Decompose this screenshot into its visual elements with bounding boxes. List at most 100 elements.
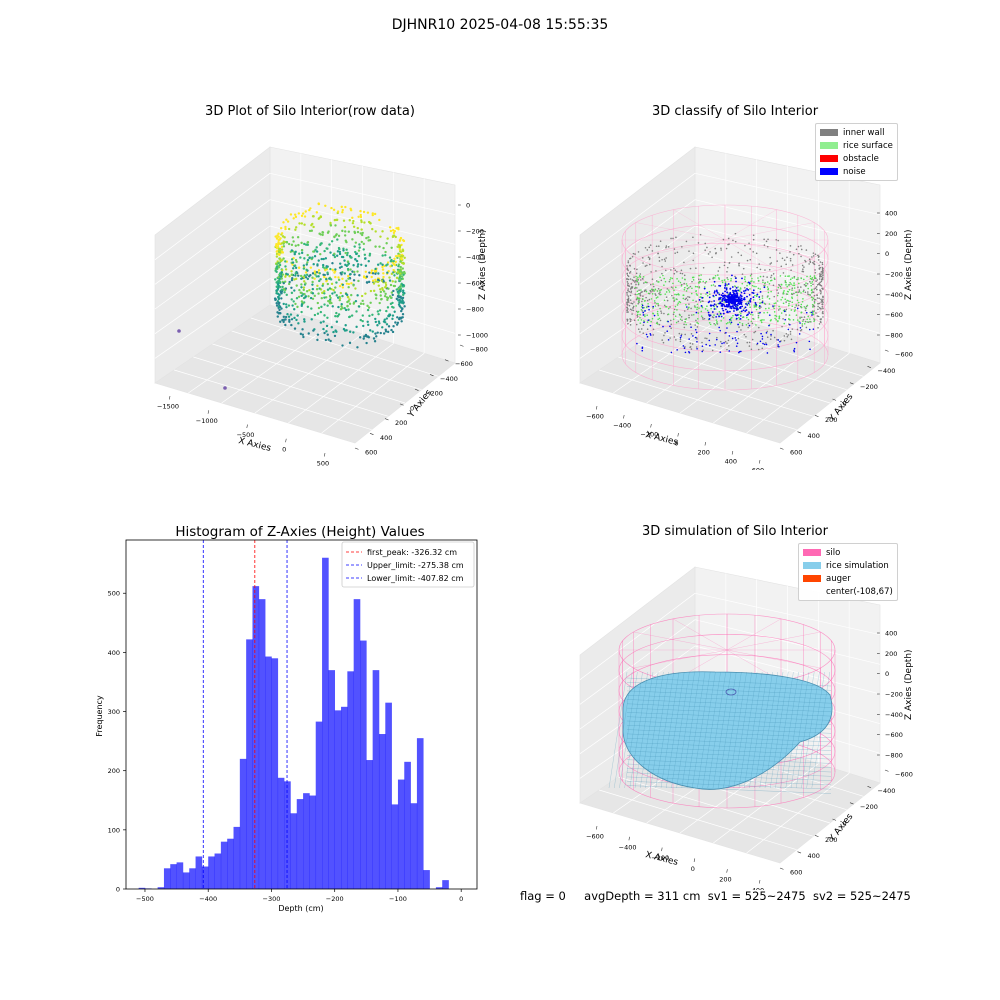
- rice-point: [713, 314, 715, 316]
- rice-point: [739, 311, 741, 313]
- wall-point: [626, 306, 628, 309]
- raw-point: [396, 256, 399, 260]
- raw-point: [304, 210, 307, 213]
- rice-point: [718, 278, 721, 280]
- wall-point: [627, 289, 629, 292]
- raw-point: [306, 253, 309, 257]
- noise-point: [644, 310, 646, 312]
- raw-point: [275, 246, 279, 250]
- x-tick-label: −500: [237, 431, 255, 439]
- wall-point: [792, 253, 795, 256]
- wall-point: [688, 296, 691, 299]
- raw-point: [323, 273, 326, 277]
- wall-point: [821, 269, 824, 271]
- noise-point: [718, 297, 721, 299]
- rice-point: [809, 320, 811, 323]
- raw-point: [319, 243, 322, 247]
- surface-mesh-line: [676, 671, 695, 789]
- wall-point: [740, 254, 743, 257]
- raw-point: [276, 288, 279, 291]
- raw-point: [401, 296, 405, 300]
- noise-point: [642, 307, 644, 309]
- noise-point: [715, 294, 717, 297]
- noise-point: [676, 349, 678, 351]
- raw-point: [293, 289, 296, 292]
- y-tick-mark: [867, 786, 872, 789]
- raw-point: [374, 278, 377, 281]
- raw-point: [345, 329, 348, 332]
- noise-point: [760, 332, 762, 335]
- noise-point: [722, 295, 724, 298]
- surface-mesh-line: [785, 671, 804, 789]
- rice-point: [793, 282, 795, 284]
- wall-point: [752, 234, 755, 237]
- legend-item-rice-surface: rice surface: [820, 139, 893, 152]
- raw-point: [391, 314, 395, 317]
- raw-point: [373, 212, 377, 216]
- surface-mesh-line: [681, 671, 700, 789]
- noise-point: [713, 303, 716, 306]
- x-tick-mark: [596, 825, 598, 830]
- surface-mesh-line: [790, 671, 810, 789]
- rice-point: [797, 301, 800, 304]
- raw-point: [291, 261, 295, 264]
- rice-point: [796, 299, 799, 302]
- rice-point: [807, 315, 810, 318]
- raw-point: [325, 247, 328, 250]
- rice-point: [798, 282, 800, 285]
- noise-point: [715, 289, 718, 292]
- rice-point: [685, 303, 687, 306]
- raw-point: [384, 283, 388, 287]
- raw-point: [294, 226, 298, 229]
- raw-point: [321, 284, 324, 287]
- rice-point: [712, 276, 715, 279]
- raw-point: [338, 298, 341, 302]
- rice-point: [739, 290, 741, 292]
- histogram-bar: [372, 670, 380, 889]
- noise-point: [748, 293, 751, 296]
- rice-point: [791, 292, 793, 295]
- noise-point: [747, 281, 750, 284]
- raw-point: [278, 261, 281, 264]
- raw-z-ticks: 0−200−400−600−800−1000: [458, 202, 488, 340]
- wall-point: [627, 282, 629, 285]
- wall-point: [632, 279, 635, 282]
- noise-point: [718, 315, 720, 318]
- raw-point: [379, 262, 382, 265]
- raw-point: [366, 320, 369, 323]
- histogram-x-label: Depth (cm): [278, 904, 323, 913]
- wall-point: [769, 263, 771, 265]
- raw-point: [334, 224, 337, 227]
- raw-point: [293, 308, 296, 311]
- silo-top-spoke: [672, 618, 728, 651]
- rice-point: [660, 288, 663, 291]
- rice-point: [676, 304, 679, 306]
- wall-point: [681, 319, 683, 322]
- y-tick-mark: [884, 349, 889, 352]
- rice-point: [801, 323, 804, 325]
- wall-point: [626, 292, 628, 294]
- y-tick-mark: [849, 802, 854, 805]
- raw-point: [403, 256, 406, 260]
- rice-point: [657, 318, 659, 321]
- rice-point: [696, 321, 698, 324]
- histogram-bar: [220, 841, 228, 889]
- noise-point: [726, 295, 729, 298]
- wall-point: [689, 323, 692, 325]
- wall-point: [695, 346, 698, 348]
- wall-point: [720, 247, 722, 250]
- wall-point: [804, 291, 807, 294]
- histogram-bars: [138, 557, 449, 889]
- x-tick-label: 0: [459, 895, 463, 903]
- raw-point: [346, 263, 350, 266]
- noise-point: [763, 286, 766, 289]
- raw-point: [395, 288, 398, 291]
- rice-point: [655, 322, 658, 325]
- noise-point: [708, 300, 711, 303]
- rice-point: [746, 284, 748, 287]
- wall-point: [786, 335, 789, 338]
- wall-point: [820, 275, 823, 278]
- wall-point: [730, 256, 733, 258]
- rice-point: [781, 296, 784, 299]
- rice-point: [768, 303, 771, 305]
